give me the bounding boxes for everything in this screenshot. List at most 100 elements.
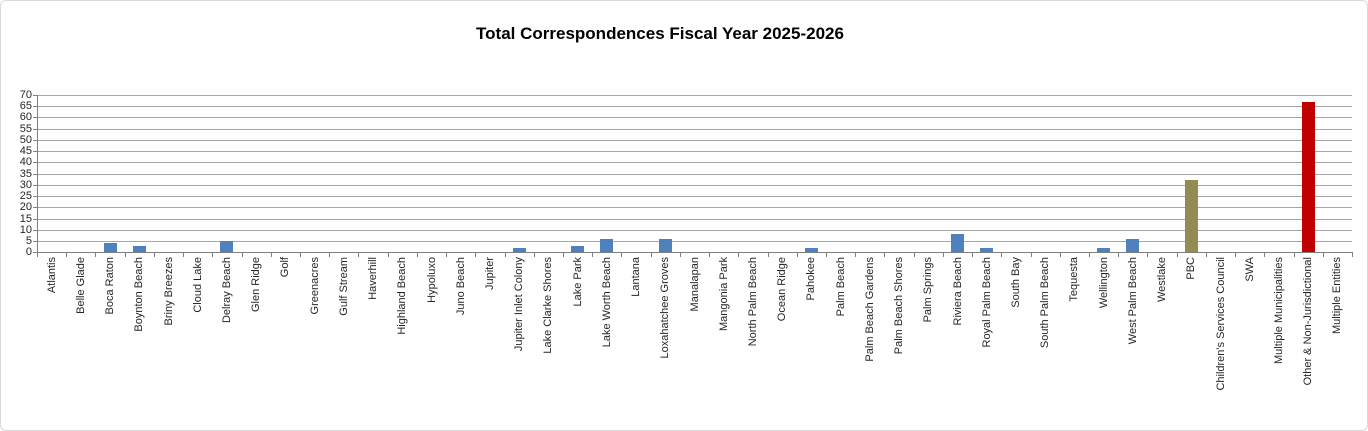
y-axis-label: 30 xyxy=(19,178,32,191)
x-axis-label: Multiple Entities xyxy=(1331,257,1344,335)
x-axis-label: Greenacres xyxy=(308,257,321,315)
x-axis-tick xyxy=(37,252,38,258)
x-axis-tick xyxy=(1059,252,1061,258)
y-axis-label: 70 xyxy=(19,88,32,101)
x-axis-line xyxy=(37,252,1352,254)
bar[interactable] xyxy=(571,245,585,253)
bar[interactable] xyxy=(804,247,818,253)
x-axis-label: Atlantis xyxy=(45,257,58,294)
x-axis-label: West Palm Beach xyxy=(1126,257,1139,345)
x-axis-label: Royal Palm Beach xyxy=(980,257,993,348)
x-axis-tick xyxy=(679,252,681,258)
x-axis-label: Palm Beach Shores xyxy=(893,257,906,355)
gridline xyxy=(37,94,1352,96)
x-axis-tick xyxy=(358,252,360,258)
bar[interactable] xyxy=(1126,238,1140,253)
x-axis-label: SWA xyxy=(1243,257,1256,282)
x-axis-tick xyxy=(66,252,68,258)
x-axis-label: Highland Beach xyxy=(396,257,409,335)
bar[interactable] xyxy=(1301,101,1315,253)
y-axis-tick xyxy=(33,94,37,96)
x-axis-tick xyxy=(1118,252,1120,258)
y-axis-label: 5 xyxy=(25,235,32,248)
x-axis-label: South Palm Beach xyxy=(1039,257,1052,349)
gridline xyxy=(37,106,1352,108)
bar[interactable] xyxy=(132,245,146,253)
x-axis-label: Palm Beach Gardens xyxy=(863,257,876,362)
y-axis-label: 10 xyxy=(19,223,32,236)
gridline xyxy=(37,218,1352,220)
x-axis-tick xyxy=(1089,252,1090,258)
x-axis-label: Multiple Municipalities xyxy=(1272,257,1285,364)
x-axis-label: Loxahatchee Groves xyxy=(659,257,672,359)
y-axis-label: 40 xyxy=(19,156,32,169)
x-axis-tick xyxy=(446,252,448,258)
x-axis-tick xyxy=(212,252,214,258)
y-axis-label: 35 xyxy=(19,167,32,180)
x-axis-label: Glen Ridge xyxy=(250,257,263,313)
y-axis-line xyxy=(37,94,38,253)
x-axis-tick xyxy=(387,252,389,258)
x-axis-label: Lake Park xyxy=(571,257,584,307)
x-axis-label: Briny Breezes xyxy=(162,257,175,326)
x-axis-label: Other & Non-Jurisdictional xyxy=(1302,257,1315,386)
y-axis-tick xyxy=(33,207,37,209)
bar[interactable] xyxy=(512,247,526,253)
bar[interactable] xyxy=(980,247,994,253)
x-axis-label: Lake Clarke Shores xyxy=(542,257,555,354)
y-axis-tick xyxy=(33,241,37,243)
y-axis-label: 50 xyxy=(19,133,32,146)
bar[interactable] xyxy=(951,234,964,253)
y-axis-tick xyxy=(33,184,37,186)
x-axis-tick xyxy=(329,252,331,258)
y-axis-label: 0 xyxy=(25,246,32,259)
bar[interactable] xyxy=(1184,180,1198,253)
x-axis-tick xyxy=(1264,252,1266,258)
y-axis-label: 25 xyxy=(19,190,32,203)
gridline xyxy=(37,196,1352,198)
x-axis-tick xyxy=(1030,252,1032,258)
y-axis-label: 60 xyxy=(19,111,32,124)
x-axis-label: Tequesta xyxy=(1068,257,1081,302)
x-axis-tick xyxy=(826,252,827,258)
x-axis-tick xyxy=(767,252,769,258)
x-axis-tick xyxy=(1235,252,1237,258)
x-axis-label: Riviera Beach xyxy=(951,257,964,326)
x-axis-tick xyxy=(270,252,272,258)
y-axis-tick xyxy=(33,117,37,119)
x-axis-tick xyxy=(533,252,535,258)
x-axis-label: PBC xyxy=(1185,257,1198,280)
bar[interactable] xyxy=(103,243,117,253)
x-axis-tick xyxy=(913,252,915,258)
x-axis-tick xyxy=(855,252,857,258)
x-axis-tick xyxy=(124,252,126,258)
bar[interactable] xyxy=(658,238,672,253)
x-axis-tick xyxy=(884,252,886,258)
y-axis-tick xyxy=(33,252,37,254)
gridline xyxy=(37,184,1352,186)
x-axis-tick xyxy=(1147,252,1149,258)
x-axis-tick xyxy=(709,252,711,258)
gridline xyxy=(37,207,1352,209)
bar[interactable] xyxy=(600,238,614,253)
x-axis-tick xyxy=(300,252,301,258)
x-axis-tick xyxy=(1176,252,1178,258)
x-axis-label: Cloud Lake xyxy=(191,257,204,313)
x-axis-tick xyxy=(1205,252,1207,258)
x-axis-label: Children's Services Council xyxy=(1214,257,1227,391)
x-axis-label: South Bay xyxy=(1009,257,1022,308)
x-axis-label: Lantana xyxy=(630,257,643,297)
gridline xyxy=(37,241,1352,243)
y-axis-label: 20 xyxy=(19,201,32,214)
bar[interactable] xyxy=(220,241,234,253)
bar[interactable] xyxy=(1097,247,1111,253)
x-axis-label: Palm Beach xyxy=(834,257,847,317)
x-axis-tick xyxy=(95,252,97,258)
y-axis-tick xyxy=(33,173,37,175)
gridline xyxy=(37,151,1352,153)
x-axis-label: Boynton Beach xyxy=(133,257,146,332)
gridline xyxy=(37,117,1352,119)
y-axis-label: 15 xyxy=(19,212,32,225)
x-axis-label: North Palm Beach xyxy=(746,257,759,347)
